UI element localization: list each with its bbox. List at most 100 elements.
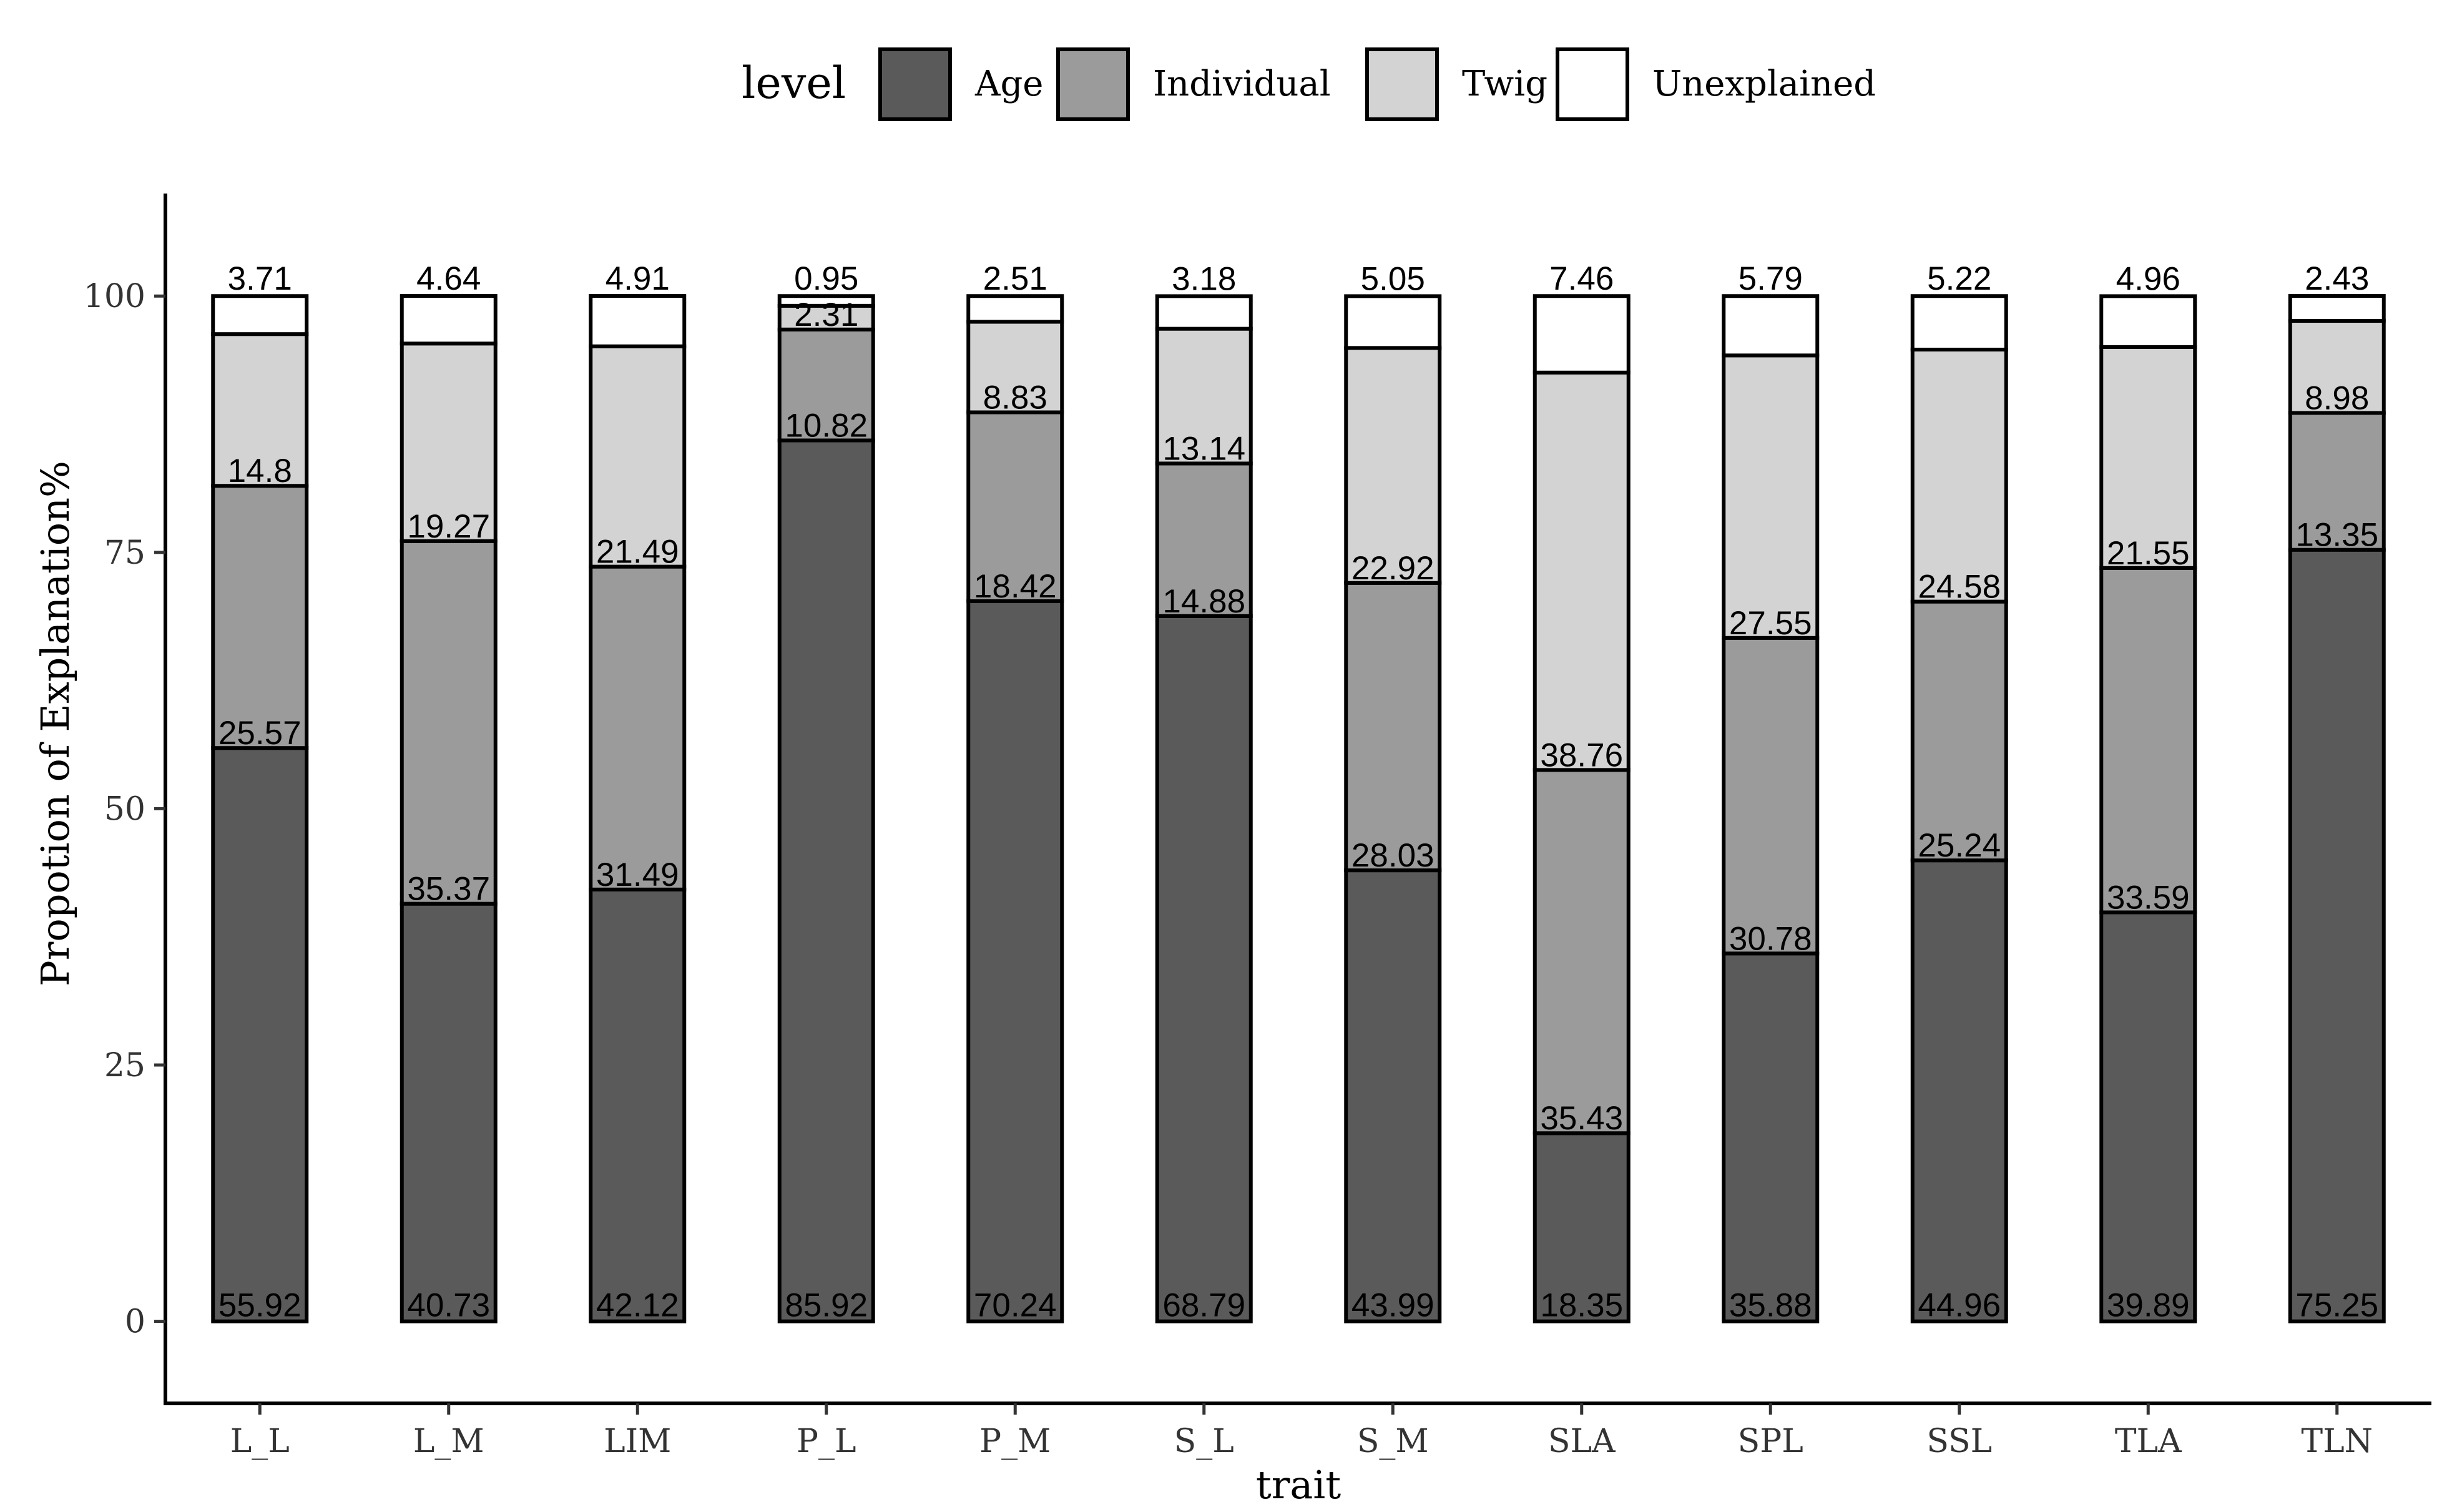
bar-segment-twig-ssl [1910,347,2008,604]
bar-segment-age-tln [2288,547,2386,1323]
bar-segment-age-sla [1533,1131,1631,1323]
bar-segment-twig-s_l [1155,326,1253,466]
x-axis-title: trait [1256,1462,1341,1508]
bar-segment-individual-tln [2288,411,2386,552]
value-label-age-p_m: 70.24 [974,1287,1057,1324]
bar-segment-individual-ssl [1910,599,2008,863]
y-tick-label-75: 75 [104,534,145,572]
value-label-individual-l_l: 25.57 [218,715,302,752]
bar-segment-twig-lim [589,344,687,569]
x-tick-label-tln: TLN [2301,1423,2373,1460]
legend-swatch-unexplained [1556,47,1629,121]
value-label-unexplained-tln: 2.43 [2305,260,2369,297]
value-label-unexplained-sla: 7.46 [1549,260,1614,297]
legend-title: level [742,57,846,109]
value-label-twig-sla: 38.76 [1540,737,1623,773]
value-label-unexplained-l_l: 3.71 [228,260,292,297]
value-label-twig-spl: 27.55 [1729,605,1812,642]
x-tick-label-spl: SPL [1738,1423,1803,1460]
x-tick-label-l_l: L_L [230,1423,290,1460]
legend: level Age Individual Twig Unexplained [742,47,1876,121]
value-label-twig-p_l: 2.31 [794,297,858,333]
bar-segment-twig-tln [2288,318,2386,415]
value-label-age-l_l: 55.92 [218,1287,302,1324]
bar-segment-unexplained-s_m [1344,294,1442,350]
x-tick-label-tla: TLA [2115,1423,2182,1460]
value-label-age-spl: 35.88 [1729,1287,1812,1324]
bar-segment-twig-spl [1722,353,1820,640]
value-label-individual-p_l: 10.82 [785,407,868,444]
value-label-age-tln: 75.25 [2295,1287,2378,1324]
bar-segment-age-spl [1722,951,1820,1323]
value-label-individual-l_m: 35.37 [407,871,490,908]
bar-segment-unexplained-spl [1722,294,1820,358]
bar-segment-unexplained-lim [589,294,687,348]
value-label-twig-tla: 21.55 [2107,535,2190,572]
bar-segment-age-l_m [400,901,498,1323]
bar-segment-unexplained-p_m [966,294,1064,324]
bar-segment-unexplained-tln [2288,294,2386,323]
value-label-twig-tln: 8.98 [2305,380,2369,416]
value-label-unexplained-lim: 4.91 [606,260,670,297]
bar-segment-individual-lim [589,564,687,891]
value-label-age-tla: 39.89 [2107,1287,2190,1324]
value-label-individual-tln: 13.35 [2295,517,2378,554]
legend-swatch-twig [1365,47,1439,121]
value-label-individual-p_m: 18.42 [974,568,1057,605]
x-tick-label-p_l: P_L [797,1423,856,1460]
value-label-unexplained-spl: 5.79 [1739,260,1803,297]
legend-label-twig: Twig [1462,64,1547,104]
bar-segment-unexplained-p_l [777,294,875,308]
value-label-age-s_l: 68.79 [1162,1287,1245,1324]
x-tick-label-l_m: L_M [413,1423,484,1460]
bar-segment-individual-s_m [1344,581,1442,873]
value-label-twig-ssl: 24.58 [1918,569,2001,606]
y-tick-label-50: 50 [104,790,145,828]
bar-segment-individual-p_m [966,410,1064,604]
bar-segment-unexplained-tla [2099,294,2197,349]
value-label-individual-lim: 31.49 [596,857,679,893]
x-tick-label-s_m: S_M [1357,1423,1429,1460]
value-label-twig-l_l: 14.8 [228,453,292,489]
value-label-twig-s_m: 22.92 [1351,550,1435,587]
value-label-twig-l_m: 19.27 [407,508,490,545]
bar-segment-twig-p_l [777,303,875,331]
bar-segment-unexplained-ssl [1910,294,2008,351]
bar-segment-age-s_m [1344,868,1442,1323]
value-label-age-sla: 18.35 [1540,1287,1623,1324]
value-label-unexplained-p_l: 0.95 [794,260,858,297]
value-label-individual-s_m: 28.03 [1351,837,1435,874]
bar-segment-age-tla [2099,910,2197,1323]
bar-segment-individual-l_l [211,484,309,750]
value-label-individual-sla: 35.43 [1540,1100,1623,1137]
value-label-age-l_m: 40.73 [407,1287,490,1324]
bar-segment-individual-tla [2099,566,2197,915]
bars: 55.92 25.57 14.8 3.71 40.73 35.37 19.27 4.64 42.… [211,260,2386,1324]
bar-segment-age-lim [589,887,687,1323]
bar-segment-age-ssl [1910,858,2008,1323]
value-label-twig-s_l: 13.14 [1162,430,1245,467]
legend-label-unexplained: Unexplained [1652,64,1876,104]
value-label-unexplained-s_l: 3.18 [1172,260,1236,297]
axes: 0 25 50 75 100 L_L L_M LIM P_L P_M S_L S_M SLA SPL SSL… [32,194,2431,1508]
bar-segment-twig-l_l [211,332,309,488]
bar-segment-individual-s_l [1155,461,1253,618]
bar-segment-unexplained-s_l [1155,294,1253,331]
y-tick-label-0: 0 [125,1303,145,1341]
bar-segment-twig-p_m [966,320,1064,415]
value-label-twig-lim: 21.49 [596,534,679,571]
x-tick-label-lim: LIM [604,1423,671,1460]
y-axis-title: Propotion of Explanation% [32,461,78,986]
value-label-age-p_l: 85.92 [785,1287,868,1324]
bar-segment-unexplained-l_l [211,294,309,336]
bar-segment-twig-sla [1533,370,1631,772]
value-label-individual-spl: 30.78 [1729,920,1812,957]
x-tick-label-p_m: P_M [979,1423,1051,1460]
y-tick-label-25: 25 [104,1047,145,1084]
bar-segment-age-p_m [966,599,1064,1323]
x-tick-label-s_l: S_L [1174,1423,1234,1460]
value-label-unexplained-p_m: 2.51 [983,260,1047,297]
value-label-individual-tla: 33.59 [2107,879,2190,916]
value-label-unexplained-s_m: 5.05 [1361,260,1425,297]
